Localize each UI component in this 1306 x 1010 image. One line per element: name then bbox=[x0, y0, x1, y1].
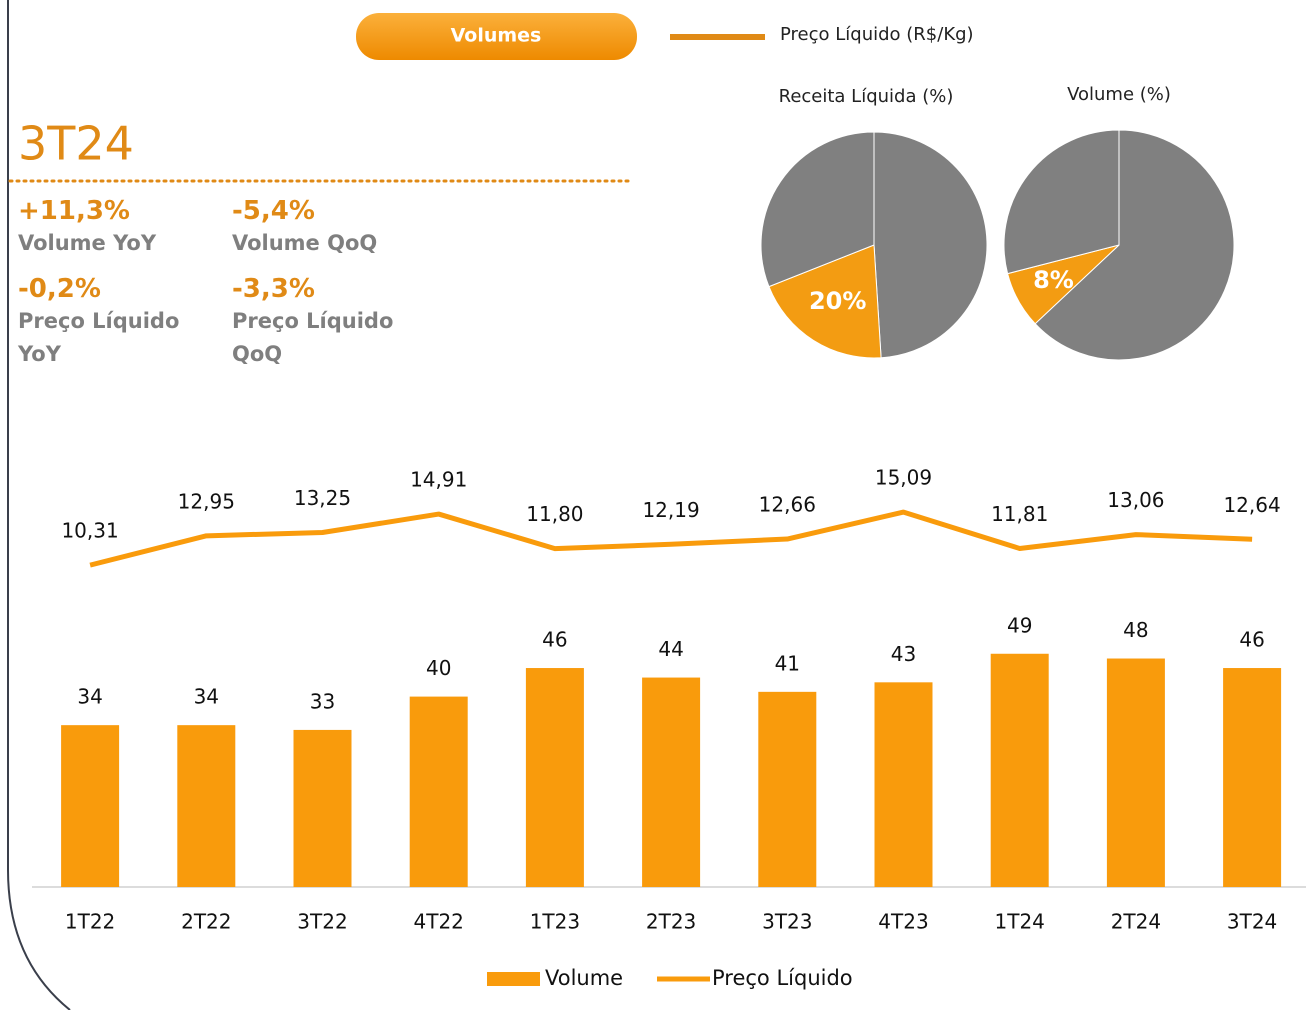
frame bbox=[7, 0, 71, 1010]
line-label: 13,25 bbox=[294, 486, 351, 510]
x-tick-label: 3T23 bbox=[762, 910, 812, 934]
kpi: -3,3% Preço Líquido QoQ bbox=[232, 273, 412, 371]
kpi-value: +11,3% bbox=[18, 196, 130, 226]
kpi-value: -5,4% bbox=[232, 196, 315, 226]
period: 3T24 bbox=[18, 117, 134, 171]
x-tick-label: 4T22 bbox=[414, 910, 464, 934]
line-label: 12,66 bbox=[759, 493, 816, 517]
line-label: 10,31 bbox=[61, 519, 118, 543]
bar bbox=[874, 682, 933, 887]
kpi-value: -0,2% bbox=[18, 274, 101, 304]
pie-title: Volume (%) bbox=[1067, 84, 1171, 105]
line-label: 15,09 bbox=[875, 466, 932, 490]
bar bbox=[525, 668, 584, 887]
bar-label: 34 bbox=[194, 685, 219, 709]
x-tick-label: 1T22 bbox=[65, 910, 115, 934]
bar-label: 49 bbox=[1007, 613, 1032, 637]
kpi-label: Volume YoY bbox=[18, 231, 157, 255]
kpi-label: Preço Líquido QoQ bbox=[232, 309, 394, 366]
line-label: 12,19 bbox=[642, 498, 699, 522]
x-tick-label: 1T23 bbox=[530, 910, 580, 934]
pie-slice bbox=[768, 244, 882, 359]
pie-title: Receita Líquida (%) bbox=[779, 86, 954, 107]
pie-slice bbox=[1003, 129, 1120, 275]
kpi: +11,3% Volume YoY bbox=[18, 195, 198, 260]
bar bbox=[1106, 658, 1165, 887]
bar-label: 34 bbox=[77, 685, 102, 709]
bar-label: 46 bbox=[542, 628, 567, 652]
kpi-label: Volume QoQ bbox=[232, 231, 378, 255]
line-label: 12,64 bbox=[1223, 493, 1280, 517]
x-tick-label: 2T22 bbox=[181, 910, 231, 934]
line-label: 14,91 bbox=[410, 468, 467, 492]
tab-label: Volumes bbox=[451, 25, 542, 47]
bar bbox=[1223, 668, 1282, 887]
bar bbox=[758, 691, 817, 887]
line-label: 13,06 bbox=[1107, 488, 1164, 512]
bar bbox=[409, 696, 468, 887]
bar bbox=[990, 653, 1049, 887]
x-tick-label: 1T24 bbox=[995, 910, 1045, 934]
price-line bbox=[89, 509, 1253, 568]
bar-label: 41 bbox=[775, 651, 800, 675]
line-label: 11,80 bbox=[526, 502, 583, 526]
bar-label: 44 bbox=[658, 637, 683, 661]
bar bbox=[293, 729, 352, 887]
bar bbox=[177, 725, 236, 887]
pie-label: 8% bbox=[1033, 266, 1074, 294]
pie-slice bbox=[760, 131, 875, 288]
x-tick-label: 3T24 bbox=[1227, 910, 1277, 934]
kpi: -0,2% Preço Líquido YoY bbox=[18, 273, 198, 371]
kpi-label: Preço Líquido YoY bbox=[18, 309, 180, 366]
tab-button[interactable] bbox=[356, 13, 637, 60]
pie-label: 20% bbox=[809, 287, 866, 315]
bar bbox=[642, 677, 701, 887]
kpi-value: -3,3% bbox=[232, 274, 315, 304]
pie-slice bbox=[873, 131, 988, 359]
legend-label: Preço Líquido (R$/Kg) bbox=[780, 24, 974, 45]
legend-swatch bbox=[487, 972, 540, 986]
legend-label: Preço Líquido bbox=[712, 966, 853, 990]
x-tick-label: 2T23 bbox=[646, 910, 696, 934]
bar bbox=[61, 725, 120, 887]
x-tick-label: 3T22 bbox=[297, 910, 347, 934]
bar-label: 48 bbox=[1123, 618, 1148, 642]
bar-label: 46 bbox=[1239, 628, 1264, 652]
kpi: -5,4% Volume QoQ bbox=[232, 195, 412, 260]
x-tick-label: 2T24 bbox=[1111, 910, 1161, 934]
bar-label: 33 bbox=[310, 689, 335, 713]
x-tick-label: 4T23 bbox=[878, 910, 928, 934]
bar-label: 43 bbox=[891, 642, 916, 666]
pie-slice bbox=[1034, 129, 1235, 361]
line-label: 12,95 bbox=[178, 489, 235, 513]
bar-label: 40 bbox=[426, 656, 451, 680]
line-label: 11,81 bbox=[991, 502, 1048, 526]
legend-label: Volume bbox=[545, 966, 623, 990]
